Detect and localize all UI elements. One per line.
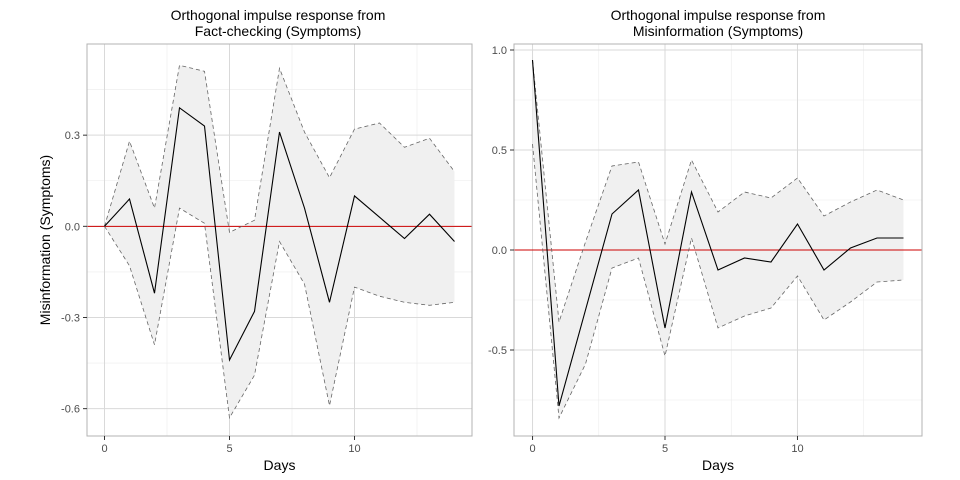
x-tick-label: 0 bbox=[529, 443, 535, 455]
lower-bound-line bbox=[104, 207, 455, 420]
x-tick-label: 10 bbox=[348, 443, 360, 455]
x-tick-label: 10 bbox=[791, 443, 803, 455]
panel-2: 0 5 10 1.0 0.5 0.0 -0.5 Orthogonal impulse resp… bbox=[488, 7, 923, 473]
x-axis-title: Days bbox=[264, 457, 296, 473]
panel-border bbox=[86, 43, 473, 437]
upper-bound-line bbox=[532, 59, 904, 323]
impulse-response-line bbox=[531, 59, 904, 407]
x-tick-label: 5 bbox=[226, 443, 232, 455]
chart-title: Fact-checking (Symptoms) bbox=[195, 23, 361, 39]
upper-bound-line bbox=[104, 64, 455, 233]
x-tick-label: 0 bbox=[101, 443, 107, 455]
y-tick-label: 0.3 bbox=[65, 130, 80, 142]
confidence-band bbox=[104, 65, 455, 418]
chart-title: Orthogonal impulse response from bbox=[611, 7, 826, 23]
chart-title: Misinformation (Symptoms) bbox=[633, 23, 803, 39]
y-tick-label: -0.5 bbox=[488, 345, 507, 357]
impulse-response-line bbox=[104, 106, 455, 362]
y-tick-label: -0.3 bbox=[61, 312, 80, 324]
x-axis-title: Days bbox=[702, 457, 734, 473]
panel-border bbox=[513, 43, 923, 437]
y-tick-label: 0.5 bbox=[492, 145, 507, 157]
y-tick-label: 1.0 bbox=[492, 45, 507, 57]
y-tick-label: -0.6 bbox=[61, 404, 80, 416]
chart-title: Orthogonal impulse response from bbox=[171, 7, 386, 23]
y-tick-label: 0.0 bbox=[492, 245, 507, 257]
panel-1: 0 5 10 0.3 0.0 -0.3 -0.6 Orthogonal impulse res… bbox=[37, 7, 473, 473]
x-tick-label: 5 bbox=[662, 443, 668, 455]
confidence-band bbox=[532, 60, 904, 418]
y-tick-label: 0.0 bbox=[65, 221, 80, 233]
lower-bound-line bbox=[532, 143, 904, 420]
y-axis-title: Misinformation (Symptoms) bbox=[37, 155, 53, 325]
